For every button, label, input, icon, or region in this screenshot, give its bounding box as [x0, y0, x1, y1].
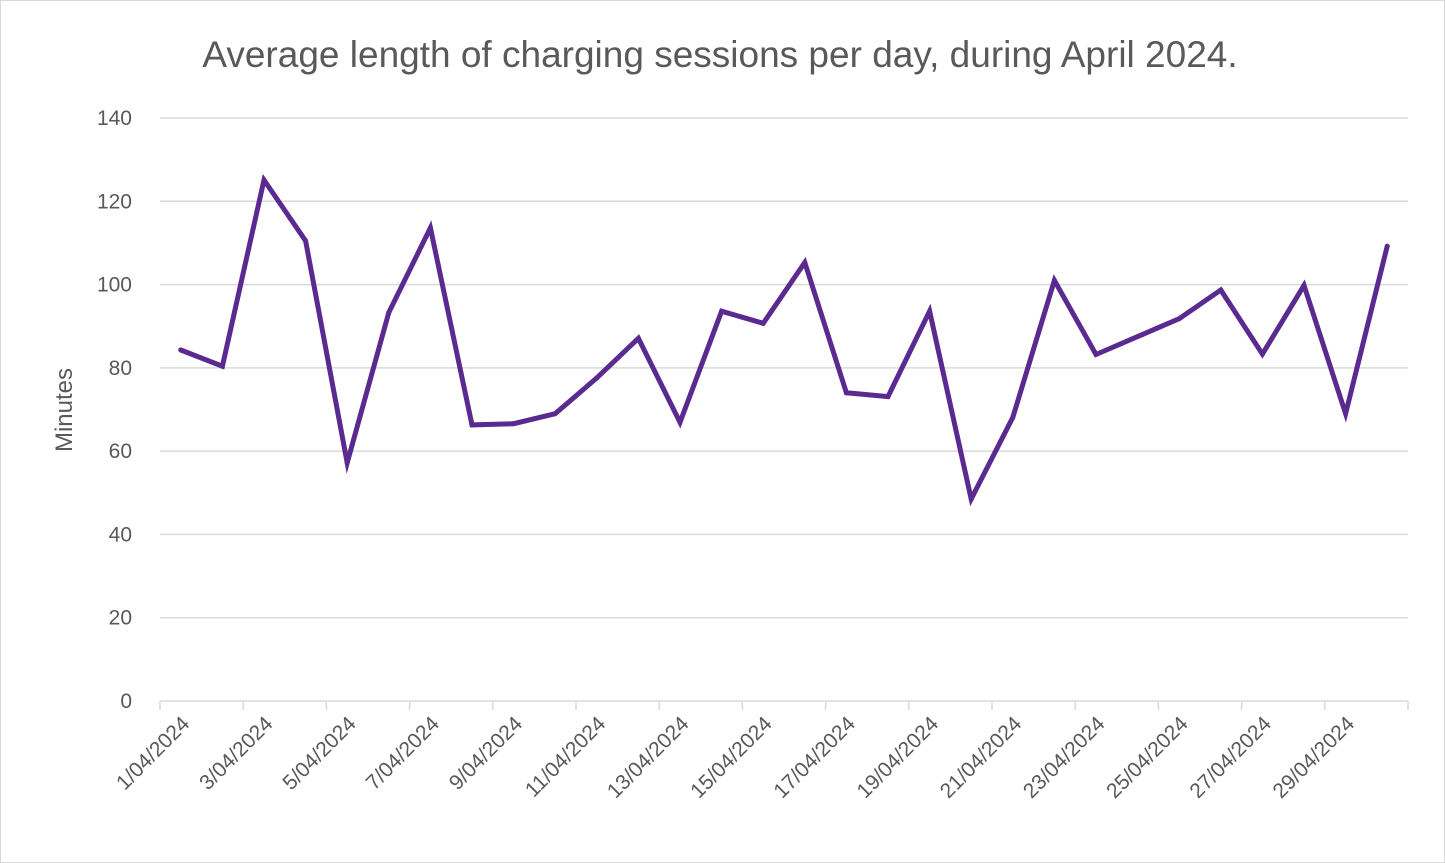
data-point — [968, 496, 974, 502]
y-tick-label: 120 — [97, 190, 132, 213]
x-tick-label: 5/04/2024 — [278, 712, 361, 795]
data-point — [1176, 316, 1182, 322]
x-axis: 1/04/2024 3/04/2024 5/04/2024 7/04/2024 9/04… — [112, 700, 1409, 803]
y-tick-label: 20 — [109, 607, 132, 630]
x-tick-label: 9/04/2024 — [445, 712, 528, 795]
y-axis-ticks: 0 20 40 60 80 100 120 140 — [97, 107, 132, 713]
data-point — [677, 419, 683, 425]
x-tick-label: 21/04/2024 — [936, 712, 1027, 803]
y-tick-label: 0 — [120, 690, 132, 713]
data-point — [469, 422, 475, 428]
data-point — [511, 421, 517, 427]
data-point — [219, 363, 225, 369]
data-point — [719, 308, 725, 314]
y-axis-label: Minutes — [51, 368, 78, 452]
data-point — [1384, 243, 1390, 249]
y-tick-label: 100 — [97, 274, 132, 297]
data-point — [635, 335, 641, 341]
series-line — [178, 173, 1390, 507]
data-point — [427, 225, 433, 231]
data-point — [1010, 414, 1016, 420]
data-point — [885, 394, 891, 400]
data-point — [1343, 411, 1349, 417]
x-tick-label: 17/04/2024 — [769, 712, 860, 803]
gridlines — [160, 117, 1408, 619]
data-point — [1051, 277, 1057, 283]
x-tick-label: 25/04/2024 — [1102, 712, 1193, 803]
data-point — [178, 347, 184, 353]
x-tick-label: 23/04/2024 — [1019, 712, 1110, 803]
data-point — [1135, 334, 1141, 340]
x-tick-label: 11/04/2024 — [521, 712, 611, 802]
x-tick-label: 7/04/2024 — [362, 712, 445, 795]
data-point — [386, 309, 392, 315]
x-tick-label: 1/04/2024 — [112, 712, 195, 795]
data-point — [552, 411, 558, 417]
data-point — [1093, 352, 1099, 358]
chart-title: Average length of charging sessions per … — [202, 34, 1237, 75]
data-point — [261, 177, 267, 183]
series-layer — [178, 173, 1390, 507]
y-tick-label: 80 — [109, 357, 132, 380]
x-tick-label: 13/04/2024 — [603, 712, 694, 803]
y-tick-label: 40 — [109, 523, 132, 546]
x-tick-label: 19/04/2024 — [853, 712, 944, 803]
data-point — [1259, 351, 1265, 357]
data-point — [843, 390, 849, 396]
y-tick-label: 140 — [97, 107, 132, 130]
data-point — [594, 375, 600, 381]
x-tick-label: 3/04/2024 — [195, 712, 278, 795]
data-point — [927, 308, 933, 314]
data-point — [1218, 287, 1224, 293]
x-tick-label: 15/04/2024 — [686, 712, 777, 803]
data-point — [760, 320, 766, 326]
data-point — [344, 460, 350, 466]
data-point — [802, 260, 808, 266]
x-tick-label: 29/04/2024 — [1269, 712, 1360, 803]
data-point — [303, 238, 309, 244]
y-tick-label: 60 — [109, 440, 132, 463]
x-tick-label: 27/04/2024 — [1185, 712, 1276, 803]
data-point — [1301, 282, 1307, 288]
